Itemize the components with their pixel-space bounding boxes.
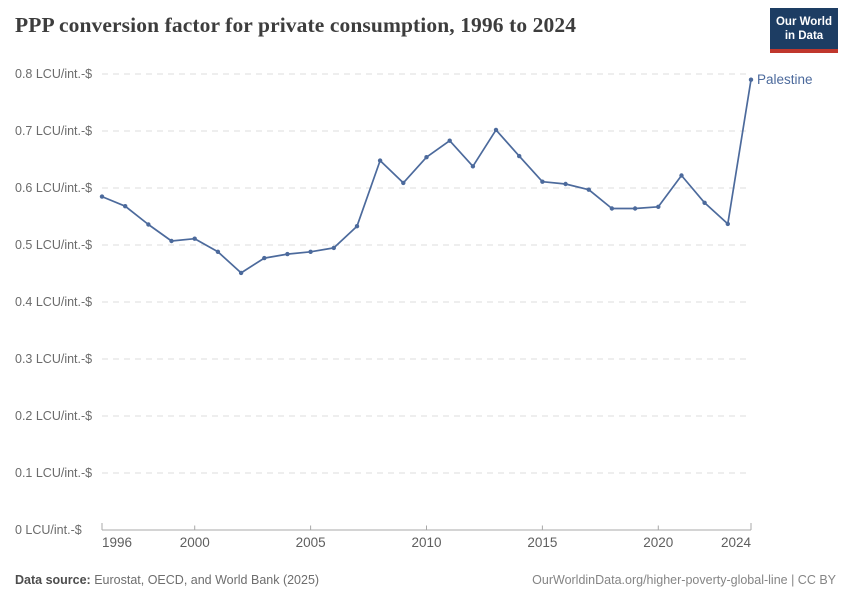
data-source: Data source: Eurostat, OECD, and World B… bbox=[15, 573, 319, 587]
x-tick-label: 2005 bbox=[296, 535, 326, 550]
y-tick-label: 0.1 LCU/int.-$ bbox=[15, 466, 92, 480]
x-tick-label: 2024 bbox=[721, 535, 752, 550]
chart-footer: Data source: Eurostat, OECD, and World B… bbox=[15, 573, 836, 587]
data-point-marker[interactable] bbox=[586, 187, 591, 192]
data-point-marker[interactable] bbox=[540, 179, 545, 184]
series-end-label[interactable]: Palestine bbox=[757, 72, 813, 87]
x-tick-label: 2010 bbox=[411, 535, 441, 550]
x-tick-label: 2015 bbox=[527, 535, 557, 550]
data-point-marker[interactable] bbox=[308, 249, 313, 254]
y-tick-label: 0.2 LCU/int.-$ bbox=[15, 409, 92, 423]
data-point-marker[interactable] bbox=[470, 164, 476, 169]
data-point-marker[interactable] bbox=[401, 180, 406, 186]
series-palestine[interactable]: Palestine bbox=[99, 72, 813, 276]
data-point-marker[interactable] bbox=[725, 221, 730, 227]
data-point-marker[interactable] bbox=[215, 249, 221, 254]
series-line bbox=[101, 78, 752, 274]
data-point-marker[interactable] bbox=[748, 77, 754, 82]
data-point-marker[interactable] bbox=[354, 224, 360, 229]
y-axis-labels: 0 LCU/int.-$ 0.1 LCU/int.-$ 0.2 LCU/int.-$… bbox=[15, 67, 92, 537]
page-title: PPP conversion factor for private consum… bbox=[15, 13, 577, 37]
data-point-marker[interactable] bbox=[238, 270, 244, 276]
attribution-link[interactable]: OurWorldinData.org/higher-poverty-global… bbox=[532, 573, 836, 587]
data-point-marker[interactable] bbox=[632, 206, 638, 211]
data-point-marker[interactable] bbox=[192, 236, 197, 241]
data-point-marker[interactable] bbox=[285, 251, 290, 257]
data-source-label: Data source: bbox=[15, 573, 91, 587]
data-source-value: Eurostat, OECD, and World Bank (2025) bbox=[90, 573, 320, 587]
x-axis-labels: 1996 2000 2005 2010 2015 2020 2024 bbox=[102, 535, 751, 550]
data-point-marker[interactable] bbox=[262, 255, 267, 261]
owid-logo-line2: in Data bbox=[784, 30, 824, 43]
data-point-marker[interactable] bbox=[424, 155, 429, 160]
y-tick-label: 0.8 LCU/int.-$ bbox=[15, 67, 92, 81]
y-tick-label: 0.6 LCU/int.-$ bbox=[15, 181, 92, 195]
data-point-marker[interactable] bbox=[377, 158, 383, 163]
data-point-marker[interactable] bbox=[493, 127, 499, 133]
data-point-marker[interactable] bbox=[563, 181, 568, 187]
y-gridlines bbox=[102, 73, 751, 474]
x-tick-label: 2020 bbox=[643, 535, 673, 550]
x-tick-label: 1996 bbox=[102, 535, 132, 550]
data-point-marker[interactable] bbox=[99, 194, 105, 199]
y-tick-label: 0 LCU/int.-$ bbox=[15, 523, 82, 537]
data-point-marker[interactable] bbox=[169, 238, 174, 244]
data-point-marker[interactable] bbox=[702, 200, 707, 205]
owid-logo[interactable]: Our World in Data bbox=[770, 8, 838, 53]
x-tick-label: 2000 bbox=[180, 535, 210, 550]
y-tick-label: 0.4 LCU/int.-$ bbox=[15, 295, 92, 309]
data-point-marker[interactable] bbox=[609, 206, 615, 211]
y-tick-label: 0.7 LCU/int.-$ bbox=[15, 124, 92, 138]
data-point-marker[interactable] bbox=[679, 173, 684, 178]
x-axis bbox=[101, 523, 752, 531]
y-tick-label: 0.5 LCU/int.-$ bbox=[15, 238, 92, 252]
data-point-marker[interactable] bbox=[517, 153, 522, 159]
y-tick-label: 0.3 LCU/int.-$ bbox=[15, 352, 92, 366]
data-point-marker[interactable] bbox=[447, 138, 452, 143]
owid-logo-line1: Our World bbox=[775, 16, 832, 28]
data-point-marker[interactable] bbox=[123, 204, 128, 209]
data-point-marker[interactable] bbox=[146, 222, 151, 227]
data-point-marker[interactable] bbox=[656, 204, 661, 209]
data-point-marker[interactable] bbox=[331, 245, 336, 251]
